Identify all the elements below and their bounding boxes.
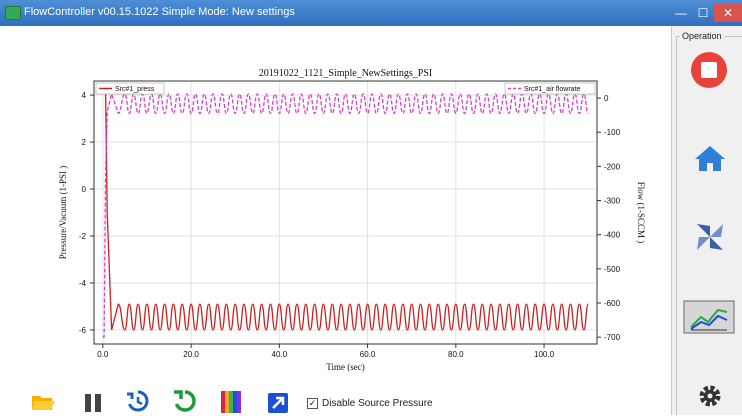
window-controls: — ☐ ✕ [670,4,742,22]
operation-sidebar [671,26,742,416]
bottom-toolbar [0,388,670,415]
legend-right-label: Src#1_air flowrate [524,86,581,93]
x-tick-label: 0.0 [97,350,109,359]
export-icon[interactable] [265,388,291,414]
flow-pinwheel-icon [697,224,723,250]
x-tick-label: 80.0 [448,350,464,359]
chart-button[interactable] [683,300,735,334]
chart-series-layer [102,85,589,338]
chart-axes: 0.0 20.0 40.0 60.0 80.0 100.0 4 2 0 -2 -4 -6 0 -100 -2… [79,91,621,359]
minimize-button[interactable]: — [675,6,687,20]
legend-right: Src#1_air flowrate [504,82,596,95]
stop-button[interactable] [686,50,732,90]
window-title: FlowController v00.15.1022 Simple Mode: … [24,6,295,18]
disable-source-pressure-option[interactable]: ✓ Disable Source Pressure [307,398,433,409]
series-line-left [102,85,589,331]
y-left-tick-label: -2 [79,232,87,241]
y-axis-left-label: Pressure/Vacuum (1-PSI ) [58,166,68,260]
series-line-right [102,91,589,338]
color-palette-icon[interactable] [218,388,244,414]
legend-left: Src#1_press [95,82,165,95]
pause-icon[interactable] [80,388,106,414]
y-right-tick-label: -700 [604,333,621,342]
home-button[interactable] [693,143,727,173]
history-icon[interactable] [125,388,151,414]
y-left-tick-label: 4 [82,91,87,100]
home-icon [695,146,725,171]
x-tick-label: 100.0 [534,350,555,359]
y-left-tick-label: -6 [79,326,87,335]
y-right-tick-label: -400 [604,231,621,240]
x-tick-label: 40.0 [272,350,288,359]
settings-button[interactable] [697,383,723,409]
folder-open-icon[interactable] [30,388,56,414]
legend-left-box [95,82,165,95]
chart-icon [690,308,728,331]
y-right-tick-label: -100 [604,128,621,137]
legend-left-label: Src#1_press [115,86,155,93]
plot-panel: 0.0 20.0 40.0 60.0 80.0 100.0 4 2 0 -2 -4 -6 0 -100 -2… [0,26,670,415]
y-right-tick-label: 0 [604,94,609,103]
y-left-tick-label: -4 [79,279,87,288]
gear-icon [699,385,721,407]
x-axis-label: Time (sec) [326,362,364,372]
chart-title: 20191022_1121_Simple_NewSettings_PSI [259,68,433,79]
close-button[interactable]: ✕ [714,4,742,22]
title-bar: FlowController v00.15.1022 Simple Mode: … [0,0,742,26]
y-left-tick-label: 0 [82,185,87,194]
y-right-tick-label: -600 [604,299,621,308]
y-right-tick-label: -200 [604,162,621,171]
y-left-tick-label: 2 [82,138,87,147]
maximize-button[interactable]: ☐ [697,6,709,20]
operation-title: Operation [680,31,724,41]
x-tick-label: 60.0 [360,350,376,359]
y-right-tick-label: -300 [604,197,621,206]
chart-grid [94,81,597,344]
y-axis-right-label: Flow (1-SCCM ) [636,182,646,244]
disable-source-pressure-checkbox[interactable]: ✓ [307,398,318,409]
app-icon [5,6,21,20]
disable-source-pressure-label: Disable Source Pressure [322,398,433,409]
flow-chart: 0.0 20.0 40.0 60.0 80.0 100.0 4 2 0 -2 -4 -6 0 -100 -2… [58,68,646,372]
legend-right-box [504,82,596,95]
plot-frame [93,80,598,345]
y-right-tick-label: -500 [604,265,621,274]
x-tick-label: 20.0 [183,350,199,359]
flow-button[interactable] [693,220,727,254]
refresh-icon[interactable] [172,388,198,414]
